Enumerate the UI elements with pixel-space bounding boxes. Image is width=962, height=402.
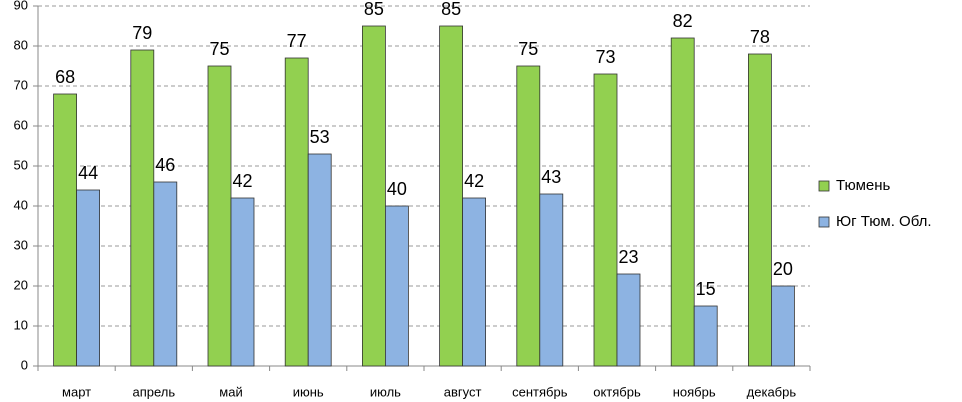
legend-label: Юг Тюм. Обл. <box>836 213 932 230</box>
value-label: 68 <box>55 67 75 87</box>
bar <box>230 197 255 367</box>
bar <box>53 93 77 367</box>
x-tick-label: октябрь <box>593 384 641 399</box>
bar <box>361 25 386 367</box>
bar <box>462 197 487 367</box>
value-label: 44 <box>78 163 98 183</box>
x-tick-label: апрель <box>132 384 175 399</box>
bar <box>307 153 332 367</box>
bar <box>616 273 641 367</box>
value-label: 79 <box>132 23 152 43</box>
value-label: 40 <box>387 179 407 199</box>
value-label: 42 <box>464 171 484 191</box>
value-label: 77 <box>287 31 307 51</box>
bar <box>670 37 695 367</box>
bar <box>76 189 100 367</box>
x-tick-label: март <box>62 384 91 399</box>
bar <box>207 65 232 367</box>
value-label: 42 <box>232 171 252 191</box>
bar <box>748 53 772 367</box>
x-tick-label: август <box>444 384 482 399</box>
bar <box>593 73 618 367</box>
bar <box>516 65 541 367</box>
x-tick-label: май <box>219 384 242 399</box>
bar <box>771 285 795 367</box>
y-tick-label: 80 <box>14 37 28 52</box>
x-tick-label: ноябрь <box>673 384 716 399</box>
value-label: 46 <box>155 155 175 175</box>
x-tick-label: сентябрь <box>512 384 568 399</box>
value-label: 43 <box>541 167 561 187</box>
legend-swatch <box>818 216 830 228</box>
y-tick-label: 10 <box>14 317 28 332</box>
value-label: 15 <box>696 279 716 299</box>
value-label: 85 <box>441 0 461 19</box>
value-label: 20 <box>773 259 793 279</box>
y-tick-label: 0 <box>21 357 28 372</box>
x-tick-label: июль <box>370 384 401 399</box>
legend-label: Тюмень <box>836 177 891 194</box>
y-tick-label: 30 <box>14 237 28 252</box>
value-label: 78 <box>750 27 770 47</box>
bar <box>130 49 155 367</box>
bar <box>384 205 409 367</box>
y-tick-label: 50 <box>14 157 28 172</box>
value-label: 73 <box>595 47 615 67</box>
value-label: 53 <box>310 127 330 147</box>
value-label: 82 <box>673 11 693 31</box>
bar <box>539 193 564 367</box>
x-tick-label: июнь <box>293 384 324 399</box>
y-tick-label: 70 <box>14 77 28 92</box>
bar <box>153 181 178 367</box>
value-label: 23 <box>618 247 638 267</box>
legend-swatch <box>818 180 830 192</box>
bar <box>693 305 718 367</box>
bar <box>439 25 464 367</box>
value-label: 75 <box>518 39 538 59</box>
y-tick-label: 60 <box>14 117 28 132</box>
value-label: 85 <box>364 0 384 19</box>
y-tick-label: 90 <box>14 0 28 12</box>
y-tick-label: 20 <box>14 277 28 292</box>
value-label: 75 <box>209 39 229 59</box>
x-tick-label: декабрь <box>747 384 797 399</box>
y-tick-label: 40 <box>14 197 28 212</box>
bar <box>284 57 309 367</box>
